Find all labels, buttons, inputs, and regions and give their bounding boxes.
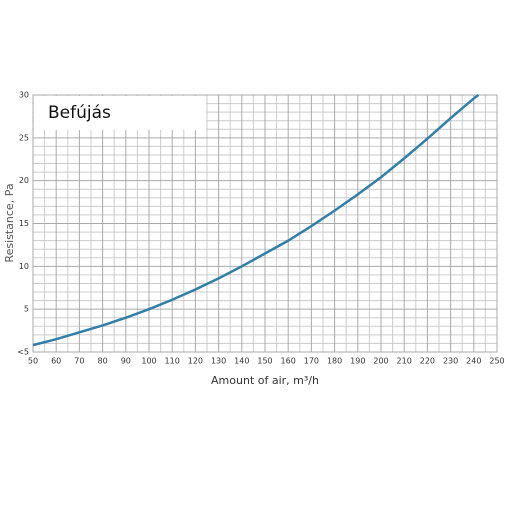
x-tick-label: 70	[74, 357, 84, 366]
x-tick-label: 220	[420, 357, 435, 366]
y-tick-label: 15	[19, 219, 29, 228]
x-tick-label: 150	[257, 357, 272, 366]
y-tick-label: 20	[19, 176, 29, 185]
x-tick-label: 60	[51, 357, 61, 366]
x-tick-label: 160	[281, 357, 296, 366]
x-tick-label: 100	[141, 357, 156, 366]
x-tick-label: 120	[188, 357, 203, 366]
y-tick-label: 30	[19, 91, 29, 100]
x-tick-label: 90	[121, 357, 131, 366]
y-tick-label: 5	[24, 305, 29, 314]
x-tick-label: 110	[165, 357, 180, 366]
x-tick-label: 80	[98, 357, 108, 366]
x-axis-label: Amount of air, m³/h	[211, 374, 319, 387]
x-tick-label: 190	[350, 357, 365, 366]
x-tick-label: 250	[489, 357, 504, 366]
x-tick-label: 200	[373, 357, 388, 366]
x-tick-label: 210	[397, 357, 412, 366]
x-tick-label: 180	[327, 357, 342, 366]
x-tick-label: 130	[211, 357, 226, 366]
title-box	[34, 96, 206, 130]
x-tick-label: 140	[234, 357, 249, 366]
x-tick-label: 240	[466, 357, 481, 366]
x-tick-label: 170	[304, 357, 319, 366]
x-tick-label: 230	[443, 357, 458, 366]
line	[32, 93, 480, 347]
y-axis-label: Resistance, Pa	[3, 183, 16, 262]
y-tick-label: <5	[17, 348, 29, 357]
chart-title: Befújás	[48, 103, 111, 123]
x-tick-label: 50	[28, 357, 38, 366]
y-tick-label: 25	[19, 133, 29, 142]
y-tick-label: 10	[19, 262, 29, 271]
